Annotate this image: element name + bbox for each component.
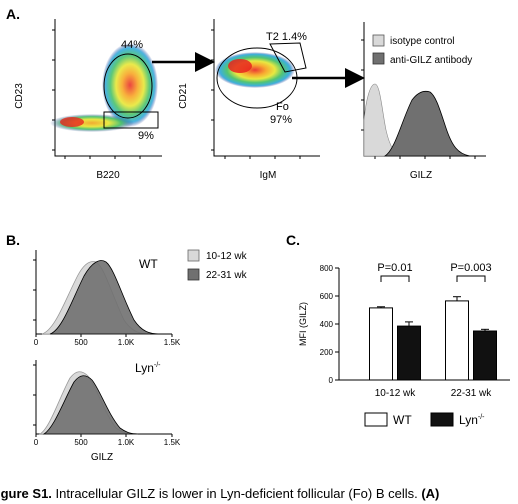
histogram-gilz: isotype control anti-GILZ antibody GILZ [361,22,486,181]
caption-lead: igure S1. [0,486,52,501]
significance-bracket [381,276,409,282]
x-axis-label: B220 [96,170,120,181]
x-axis-label: GILZ [91,452,113,463]
legend-swatch [373,53,384,64]
panel-label-c: C. [286,232,300,248]
panel-label-b: B. [6,232,20,248]
histogram-22-31wk [50,261,160,334]
y-axis-label: MFI (GILZ) [298,302,308,346]
histogram-label-wt: WT [139,257,158,271]
bar-chart-mfi-gilz: 0 200 400 600 800 MFI (GILZ) 10-12 wk P=0.01 22-… [298,262,510,427]
gate-lower-pct: 9% [138,130,154,142]
density-cloud [228,59,252,73]
bar [370,308,393,380]
legend-label: 22-31 wk [206,270,248,281]
legend-label: 10-12 wk [206,251,248,262]
bar [474,331,497,380]
p-value: P=0.003 [450,262,491,274]
y-tick-label: 200 [320,348,334,357]
gate-fo-name: Fo [276,101,289,113]
anti-gilz-histogram [385,91,470,156]
bar [398,326,421,380]
panel-b-histograms: WT 10-12 wk 22-31 wk Lyn-/- 0 500 1.0K 1… [33,250,248,463]
legend-swatch [365,413,387,426]
y-axis-label: CD23 [14,83,25,109]
p-value: P=0.01 [377,262,412,274]
x-tick-label: 22-31 wk [451,388,493,399]
significance-bracket [457,276,485,282]
y-tick-label: 0 [329,376,334,385]
panel-label-a: A. [6,6,20,22]
tick-label: 0 [34,338,39,347]
legend-label: isotype control [390,36,454,47]
caption-tail: (A) [421,486,439,501]
legend-swatch [188,250,199,261]
y-tick-label: 800 [320,264,334,273]
x-axis-label: GILZ [410,170,432,181]
density-cloud [60,117,84,127]
facs-plot-igm-cd21: T2 1.4% Fo 97% IgM CD21 [178,19,320,181]
legend-swatch [188,269,199,280]
gate-fo-pct: 97% [270,114,292,126]
gate-t2-label: T2 1.4% [266,31,307,43]
x-tick-label: 10-12 wk [375,388,417,399]
legend-label: WT [393,413,412,427]
y-tick-label: 600 [320,292,334,301]
legend-swatch [431,413,453,426]
tick-label: 1.5K [164,438,181,447]
tick-label: 1.0K [118,338,135,347]
tick-label: 1.5K [164,338,181,347]
caption-text: Intracellular GILZ is lower in Lyn-defic… [52,486,421,501]
facs-plot-b220-cd23: 44% 9% B220 CD23 [14,19,162,181]
histogram-label-lyn: Lyn-/- [135,361,161,375]
legend-label: anti-GILZ antibody [390,55,472,66]
density-cloud [215,52,295,88]
tick-label: 1.0K [118,438,135,447]
legend-label: Lyn-/- [459,413,485,427]
x-axis-label: IgM [260,170,277,181]
legend-swatch [373,35,384,46]
tick-label: 500 [74,338,88,347]
bar [446,301,469,380]
y-tick-label: 400 [320,320,334,329]
gate-upper-pct: 44% [121,39,143,51]
y-axis-label: CD21 [178,83,189,109]
tick-label: 0 [34,438,39,447]
figure-caption: igure S1. Intracellular GILZ is lower in… [0,486,439,501]
tick-label: 500 [74,438,88,447]
density-cloud [102,43,158,127]
